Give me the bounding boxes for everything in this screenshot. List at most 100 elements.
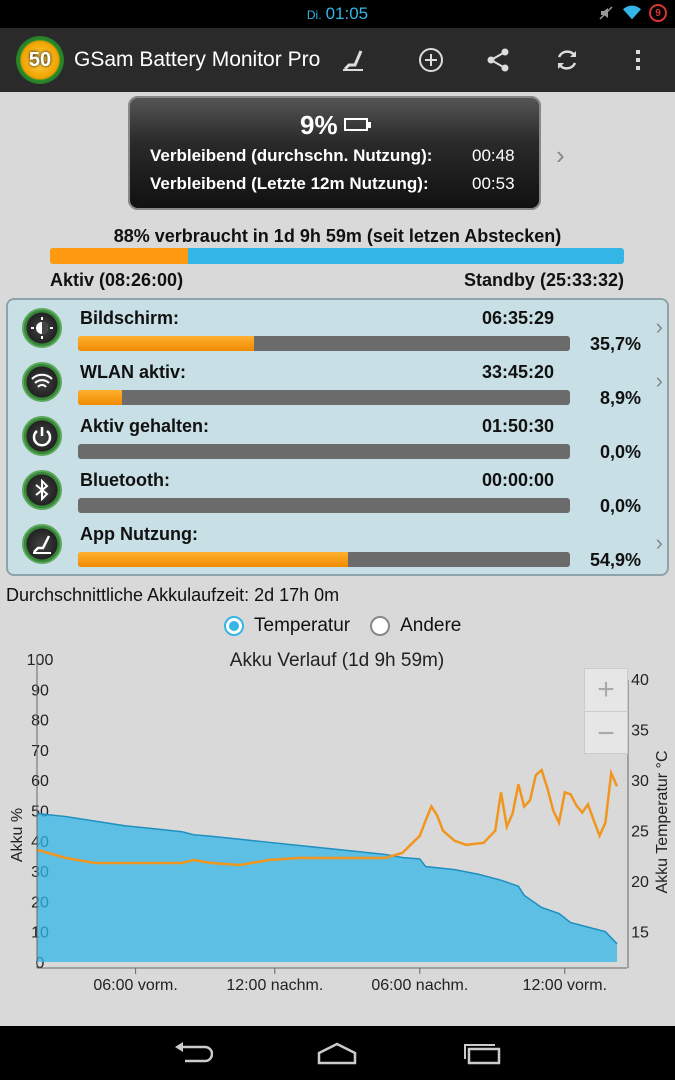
breakdown-percent: 54,9%: [589, 550, 641, 570]
breakdown-time: 33:45:20: [482, 362, 555, 382]
breakdown-row: Aktiv gehalten: 01:50:30 0,0%: [8, 408, 671, 462]
temperature-line-series: [36, 767, 619, 867]
status-day: Di.: [306, 8, 322, 22]
status-time: 01:05: [325, 4, 369, 23]
mute-icon: [597, 4, 615, 22]
breakdown-time: 01:50:30: [482, 416, 555, 436]
y2-tick-label: 40: [631, 672, 649, 689]
chart-mode-radios: Temperatur Andere: [224, 615, 461, 637]
breakdown-bar: [78, 552, 570, 567]
active-label: Aktiv (08:26:00): [50, 270, 184, 290]
breakdown-percent: 0,0%: [599, 442, 641, 462]
y-axis-label: Akku %: [9, 808, 26, 862]
breakdown-time: 00:00:00: [482, 470, 555, 490]
chevron-right-icon[interactable]: ›: [655, 368, 663, 393]
recents-button[interactable]: [458, 1038, 508, 1068]
back-icon: [175, 1042, 213, 1063]
chevron-right-icon[interactable]: ›: [655, 530, 663, 555]
y2-tick-label: 20: [631, 874, 649, 891]
remaining-avg: Verbleibend (durchschn. Nutzung): 00:48: [150, 146, 515, 166]
chevron-right-icon[interactable]: ›: [655, 314, 663, 339]
home-icon: [317, 1042, 357, 1065]
battery-area-series: [37, 813, 617, 962]
usage-bar: [50, 248, 624, 264]
breakdown-label: App Nutzung:: [80, 524, 198, 544]
battery-cap: [128, 96, 541, 210]
remaining-avg-value: 00:48: [472, 146, 515, 165]
battery-percent: 9%: [300, 110, 338, 140]
usage-title: 88% verbraucht in 1d 9h 59m (seit letzen…: [113, 226, 562, 246]
remaining-recent-value: 00:53: [472, 174, 515, 193]
usage-breakdown-panel: Bildschirm: 06:35:29 35,7% › WLAN aktiv: 33:4…: [6, 298, 669, 576]
radio-other-dot[interactable]: [370, 616, 391, 636]
breakdown-label: Bildschirm:: [80, 308, 180, 328]
zoom-out-button[interactable]: −: [597, 716, 615, 750]
battery-meter-button[interactable]: [334, 40, 374, 80]
radio-temperature-dot[interactable]: [224, 616, 244, 636]
navigation-bar: [0, 1026, 675, 1080]
app-title: GSam Battery Monitor Pro: [74, 48, 321, 71]
y2-tick-label: 15: [631, 925, 649, 942]
recents-icon: [464, 1044, 501, 1065]
breakdown-row[interactable]: WLAN aktiv: 33:45:20 8,9% ›: [8, 354, 671, 408]
overflow-menu-button[interactable]: [618, 40, 658, 80]
action-bar: 50 GSam Battery Monitor Pro: [0, 28, 675, 92]
wifi-status-icon: [623, 4, 641, 22]
breakdown-bar-fill: [78, 336, 254, 351]
add-circle-icon: [419, 48, 443, 72]
breakdown-bar-fill: [78, 390, 122, 405]
breakdown-percent: 8,9%: [599, 388, 641, 408]
remaining-avg-label: Verbleibend (durchschn. Nutzung):: [150, 146, 433, 165]
home-button[interactable]: [312, 1038, 362, 1068]
y2-tick-label: 30: [631, 773, 649, 790]
breakdown-bar: [78, 444, 570, 459]
breakdown-bar: [78, 498, 570, 513]
x-tick-label: 06:00 vorm.: [93, 977, 177, 994]
breakdown-time: 06:35:29: [482, 308, 555, 328]
battery-history-chart: Akku Verlauf (1d 9h 59m)0102030405060708…: [9, 650, 671, 994]
average-runtime: Durchschnittliche Akkulaufzeit: 2d 17h 0…: [6, 585, 340, 605]
x-tick-label: 12:00 nachm.: [226, 977, 323, 994]
standby-label: Standby (25:33:32): [463, 270, 624, 290]
radio-temperature[interactable]: Temperatur: [224, 615, 350, 637]
breakdown-row[interactable]: App Nutzung: 54,9% ›: [8, 516, 671, 570]
remaining-recent-label: Verbleibend (Letzte 12m Nutzung):: [150, 174, 429, 193]
app-logo[interactable]: 50: [16, 36, 64, 84]
status-bar: Di. 01:05 9: [0, 0, 675, 28]
zoom-controls: + −: [584, 668, 628, 754]
remaining-recent: Verbleibend (Letzte 12m Nutzung): 00:53: [150, 174, 515, 194]
battery-chevron-icon[interactable]: ›: [556, 140, 565, 170]
breakdown-bar: [78, 390, 570, 405]
radio-other[interactable]: Andere: [370, 615, 461, 637]
power-icon: [22, 416, 62, 456]
x-tick-label: 06:00 nachm.: [371, 977, 468, 994]
add-button[interactable]: [411, 40, 451, 80]
radio-temperature-label: Temperatur: [254, 615, 351, 636]
battery-small-icon: [344, 118, 371, 131]
usage-bar-active: [50, 248, 188, 264]
y-tick-label: 90: [31, 682, 49, 699]
status-clock: Di. 01:05: [0, 4, 675, 24]
back-button[interactable]: [168, 1038, 218, 1068]
breakdown-bar-fill: [78, 552, 349, 567]
wifi-icon: [22, 362, 62, 402]
y2-tick-label: 35: [631, 723, 649, 740]
zoom-in-button[interactable]: +: [585, 669, 627, 712]
radio-other-label: Andere: [400, 615, 462, 636]
overflow-menu-icon: [636, 50, 640, 70]
breakdown-row[interactable]: Bildschirm: 06:35:29 35,7% ›: [8, 300, 671, 354]
y-tick-label: 70: [31, 743, 49, 760]
chart-title: Akku Verlauf (1d 9h 59m): [230, 650, 444, 671]
refresh-button[interactable]: [547, 40, 587, 80]
app-logo-text: 50: [28, 48, 52, 71]
breakdown-percent: 35,7%: [589, 334, 641, 354]
x-tick-label: 12:00 vorm.: [523, 977, 607, 994]
share-button[interactable]: [478, 40, 518, 80]
brightness-icon: [22, 308, 62, 348]
share-icon: [487, 48, 509, 72]
breakdown-label: WLAN aktiv:: [80, 362, 187, 382]
y-tick-label: 60: [31, 773, 49, 790]
y-tick-label: 100: [27, 652, 54, 669]
notification-badge: 9: [649, 4, 667, 22]
breakdown-label: Aktiv gehalten:: [80, 416, 210, 436]
